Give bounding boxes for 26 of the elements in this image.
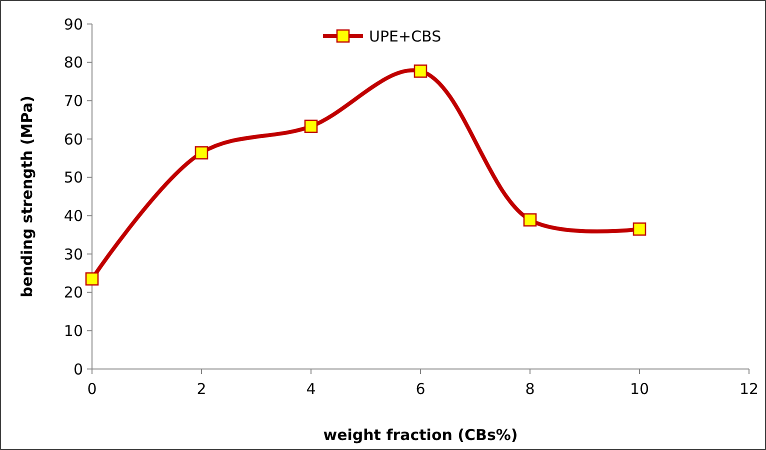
x-tick-label: 10 — [630, 380, 650, 398]
point — [85, 272, 99, 286]
x-tick-label: 2 — [196, 380, 206, 398]
y-tick-label: 90 — [64, 15, 83, 34]
x-tick-label: 6 — [416, 380, 426, 398]
y-tick-label: 0 — [73, 360, 83, 378]
x-tick-label: 12 — [739, 380, 759, 398]
x-tick-label: 0 — [87, 380, 97, 398]
y-tick-label: 50 — [64, 168, 83, 187]
y-axis-title: bending strength (MPa) — [18, 96, 36, 298]
y-tick-label: 40 — [64, 206, 83, 225]
x-tick-label: 4 — [306, 380, 316, 398]
point — [632, 222, 646, 236]
y-tick-label: 70 — [64, 92, 83, 110]
point — [414, 64, 428, 78]
x-tick-label: 8 — [525, 380, 535, 398]
y-tick-label: 30 — [64, 245, 83, 264]
y-tick-label: 80 — [64, 54, 83, 72]
point — [523, 213, 537, 227]
legend-label: UPE+CBS — [369, 27, 442, 46]
point — [304, 120, 318, 133]
y-tick-label: 60 — [64, 130, 83, 148]
y-tick-label: 20 — [64, 284, 83, 302]
y-tick-label: 10 — [64, 322, 83, 340]
point — [194, 146, 208, 160]
x-axis-title: weight fraction (CBs%) — [323, 426, 518, 444]
